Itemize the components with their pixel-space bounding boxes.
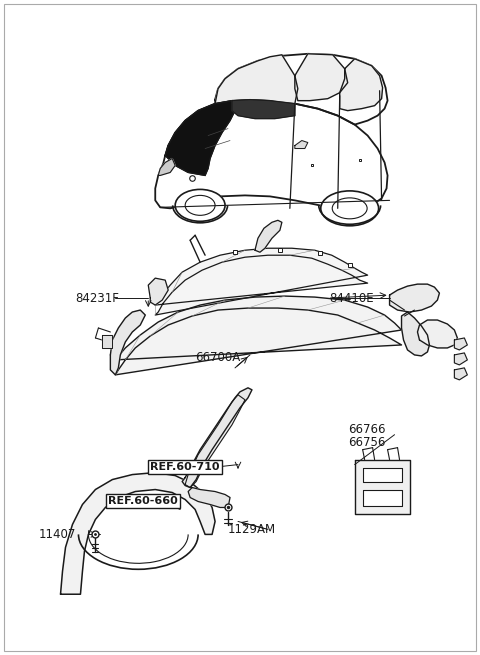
Text: 1129AM: 1129AM [228, 523, 276, 536]
Text: 66766: 66766 [348, 423, 385, 436]
Polygon shape [155, 100, 387, 208]
Polygon shape [115, 296, 402, 375]
Text: REF.60-660: REF.60-660 [108, 496, 178, 506]
Polygon shape [185, 395, 245, 487]
Polygon shape [390, 284, 439, 312]
Polygon shape [340, 59, 383, 111]
Polygon shape [155, 248, 368, 315]
Polygon shape [110, 310, 145, 375]
Ellipse shape [321, 191, 379, 226]
Polygon shape [60, 472, 215, 594]
Polygon shape [188, 487, 230, 508]
Polygon shape [148, 278, 168, 305]
Ellipse shape [175, 189, 225, 221]
Polygon shape [455, 353, 468, 365]
Polygon shape [455, 368, 468, 380]
Polygon shape [215, 54, 387, 124]
Polygon shape [363, 468, 402, 481]
Polygon shape [158, 159, 175, 176]
Text: 84410E: 84410E [330, 291, 374, 305]
Polygon shape [102, 335, 112, 348]
Polygon shape [295, 141, 308, 149]
Polygon shape [355, 460, 409, 514]
Polygon shape [215, 55, 298, 103]
Polygon shape [363, 489, 402, 506]
Polygon shape [182, 388, 252, 487]
Polygon shape [232, 100, 295, 119]
Text: REF.60-710: REF.60-710 [150, 462, 220, 472]
Polygon shape [295, 54, 348, 101]
Polygon shape [165, 101, 235, 176]
Polygon shape [255, 220, 282, 252]
Polygon shape [455, 338, 468, 350]
Polygon shape [418, 320, 457, 348]
Text: 84231F: 84231F [75, 291, 120, 305]
Text: 11407: 11407 [38, 528, 76, 541]
Text: 66700A: 66700A [195, 352, 240, 364]
Text: 66756: 66756 [348, 436, 385, 449]
Polygon shape [402, 312, 430, 356]
